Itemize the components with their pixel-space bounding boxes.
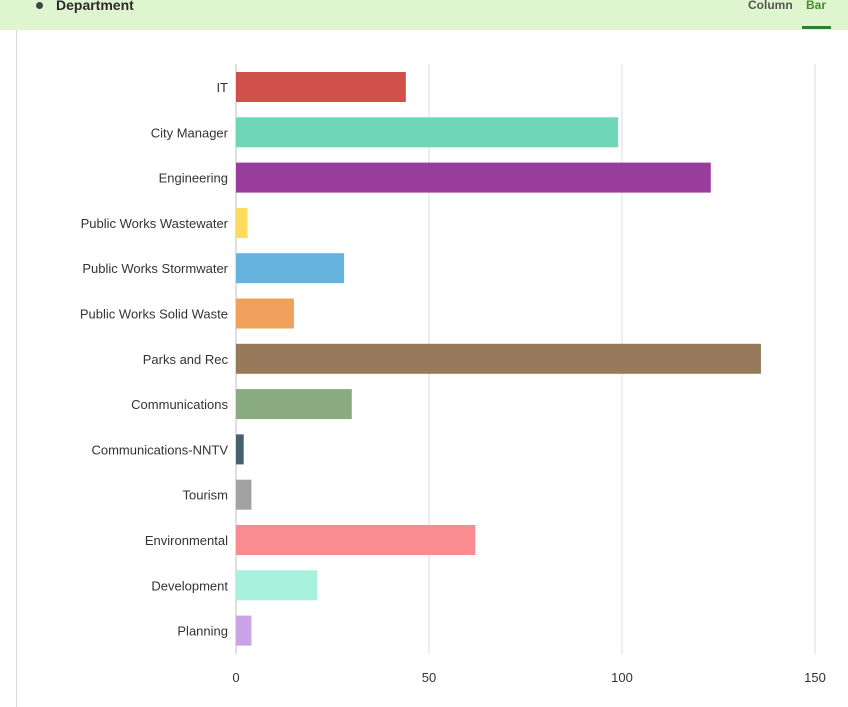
- bar-chart: 0 50 100 150 IT City Manager Engineering Public…: [80, 64, 826, 685]
- category-label: Public Works Wastewater: [81, 216, 229, 231]
- bar[interactable]: [236, 162, 711, 193]
- category-label: Communications-NNTV: [91, 442, 228, 457]
- category-label: Development: [151, 578, 228, 593]
- category-label: Public Works Solid Waste: [80, 307, 228, 322]
- tab-column[interactable]: Column: [748, 0, 793, 12]
- category-label: Tourism: [182, 488, 228, 503]
- bar[interactable]: [236, 207, 248, 238]
- tab-bar[interactable]: Bar: [806, 0, 827, 12]
- bullet-icon: [36, 2, 43, 9]
- category-label: Planning: [177, 624, 228, 639]
- category-label: Environmental: [145, 533, 228, 548]
- category-label: Parks and Rec: [143, 352, 229, 367]
- bar[interactable]: [236, 615, 252, 646]
- bar[interactable]: [236, 570, 318, 601]
- bar[interactable]: [236, 253, 345, 284]
- chart-panel: 0 50 100 150 IT City Manager Engineering Public…: [16, 30, 848, 707]
- bar[interactable]: [236, 298, 294, 329]
- bar[interactable]: [236, 389, 352, 420]
- x-tick-label: 50: [422, 670, 436, 685]
- x-tick-label: 0: [232, 670, 239, 685]
- bar[interactable]: [236, 117, 619, 148]
- section-header: Department Column Bar: [0, 0, 848, 30]
- bar[interactable]: [236, 434, 244, 465]
- category-label: Communications: [131, 397, 228, 412]
- x-tick-label: 150: [804, 670, 826, 685]
- category-label: IT: [216, 80, 228, 95]
- bar[interactable]: [236, 479, 252, 510]
- bar[interactable]: [236, 525, 476, 555]
- category-label: Public Works Stormwater: [82, 261, 228, 276]
- section-title: Department: [56, 0, 134, 13]
- x-tick-label: 100: [611, 670, 633, 685]
- category-label: City Manager: [151, 125, 229, 140]
- bar[interactable]: [236, 72, 406, 102]
- active-tab-indicator: [802, 26, 831, 29]
- category-label: Engineering: [159, 171, 228, 186]
- bar[interactable]: [236, 343, 761, 374]
